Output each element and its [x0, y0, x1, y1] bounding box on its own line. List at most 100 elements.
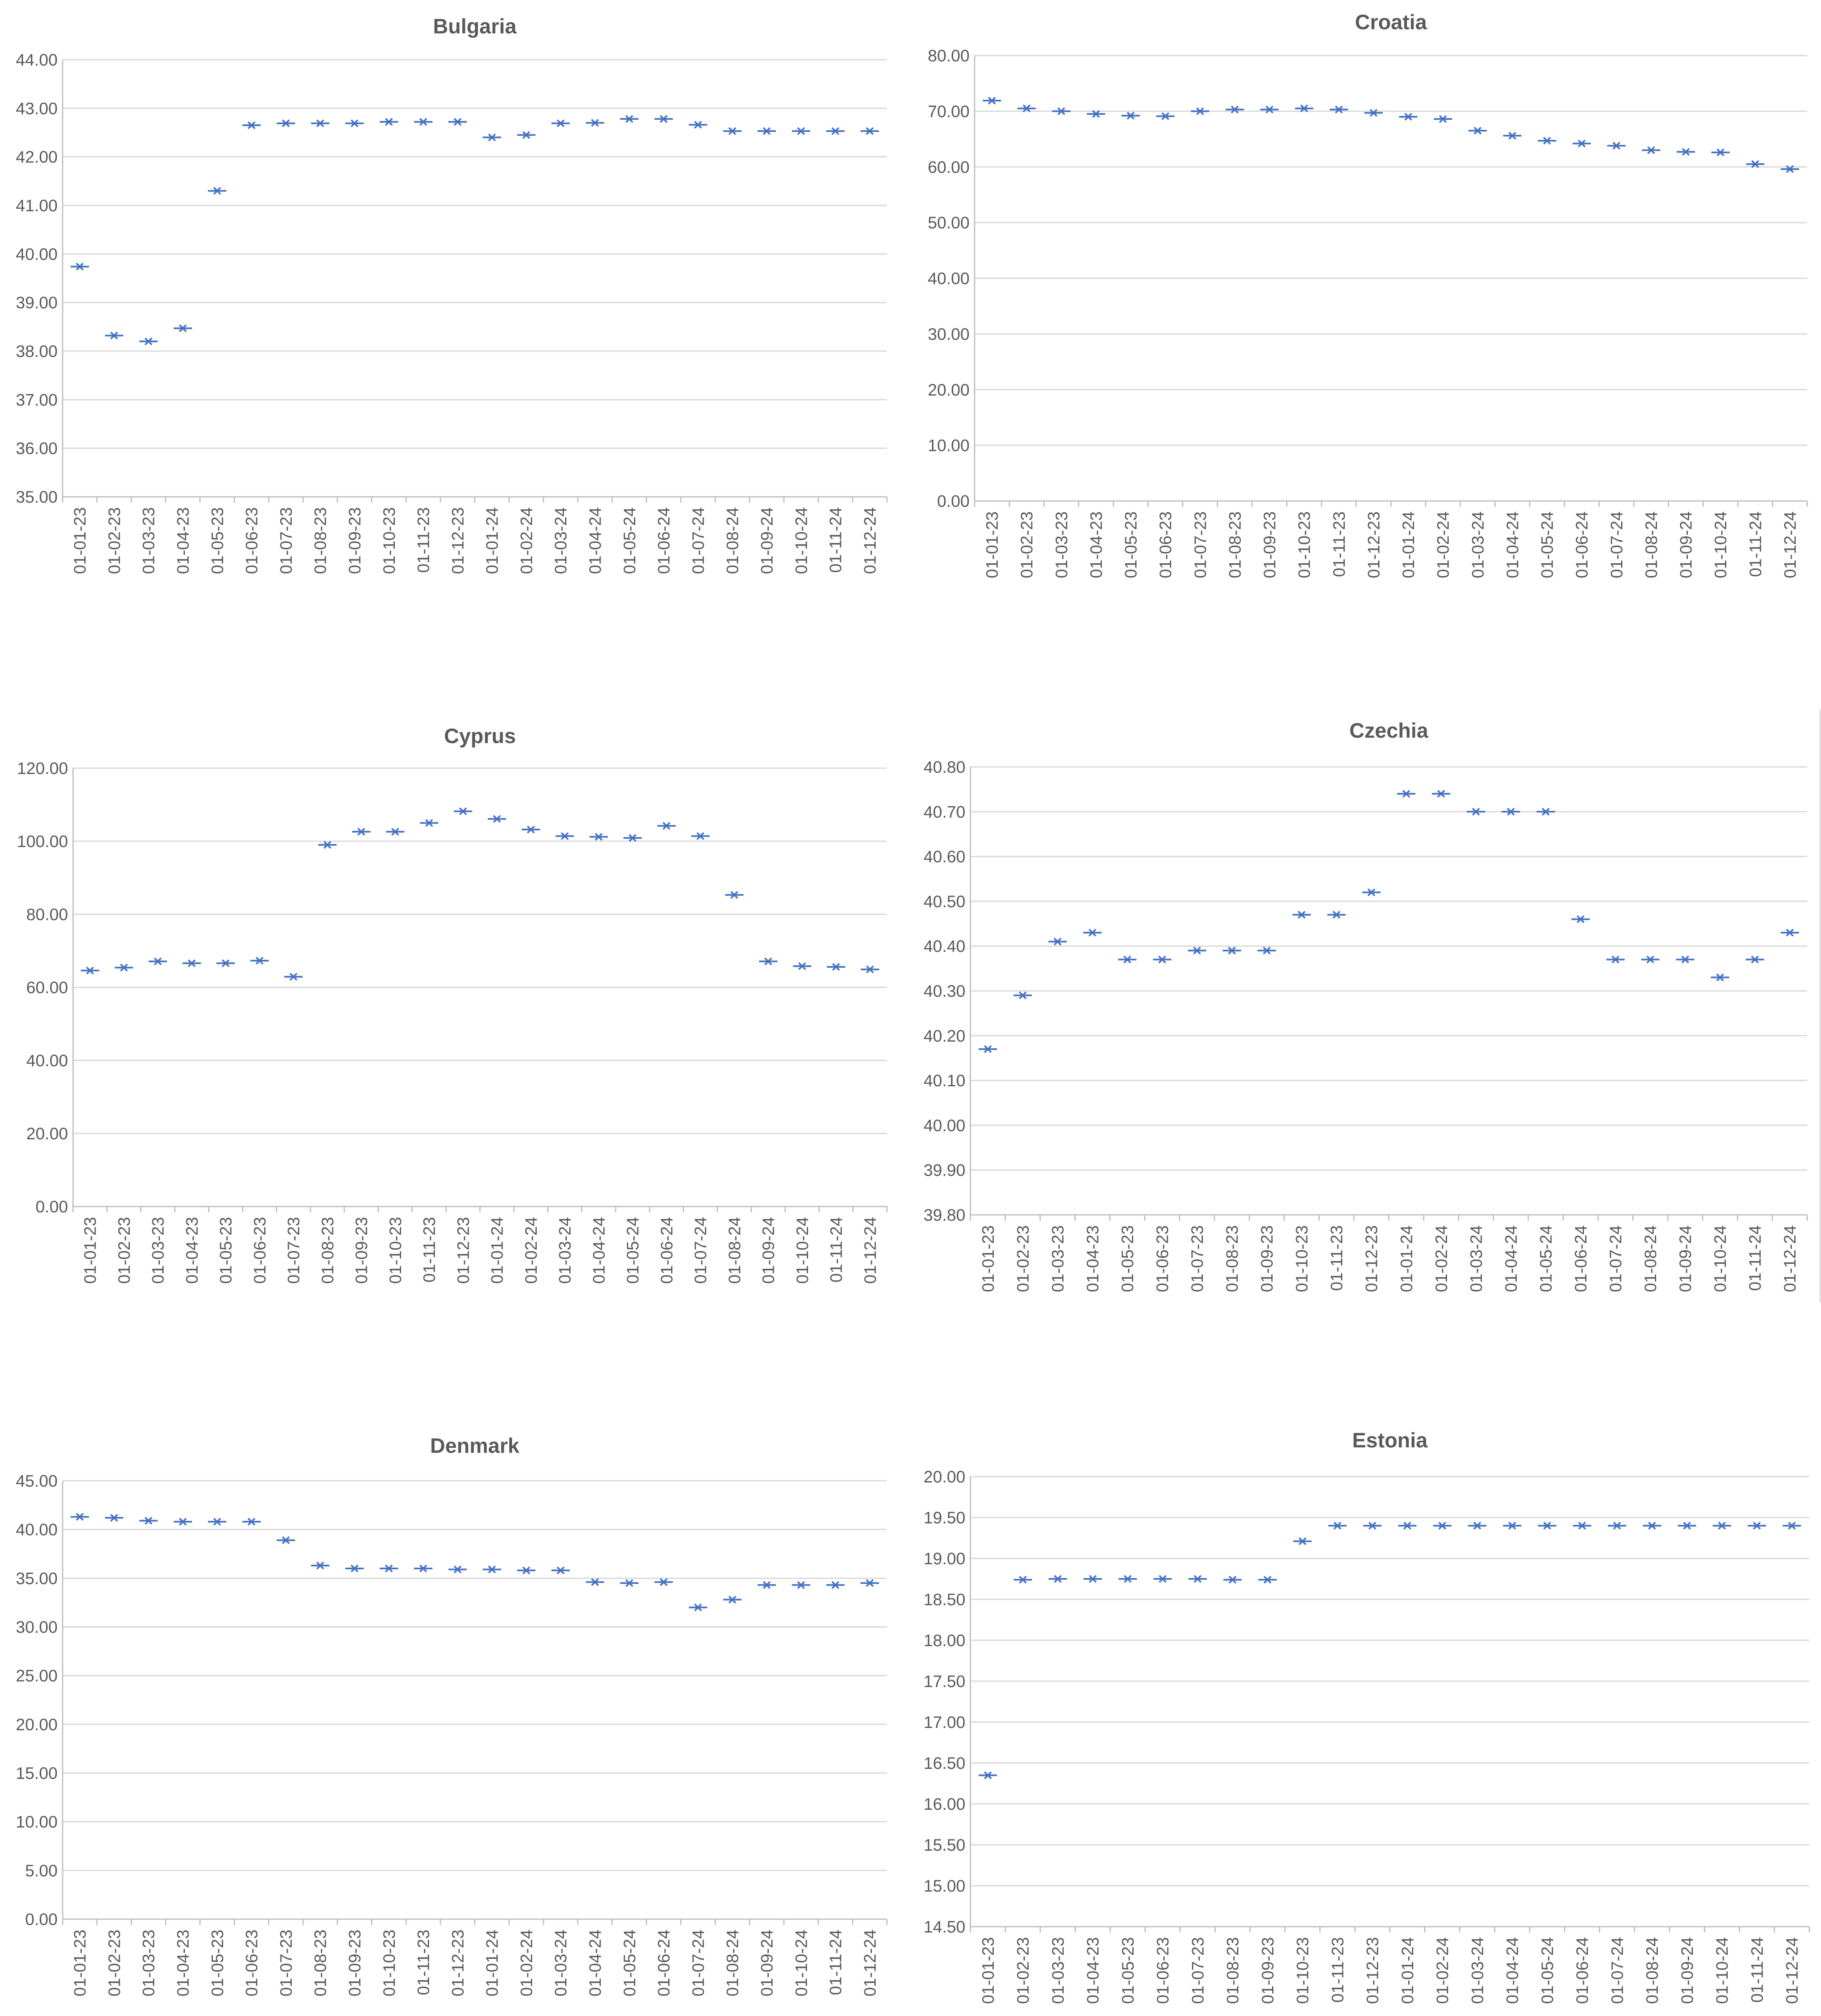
x-tick-label: 01-02-24 [518, 507, 536, 574]
x-tick-label: 01-08-23 [311, 1930, 330, 1996]
y-tick-label: 50.00 [928, 214, 970, 232]
x-tick-label: 01-08-23 [318, 1217, 337, 1284]
data-point [517, 131, 535, 139]
data-point [793, 962, 811, 970]
y-tick-label: 40.60 [924, 848, 965, 866]
data-point [448, 1565, 467, 1573]
data-point [1503, 1522, 1522, 1530]
data-point [276, 1536, 295, 1544]
data-point [1258, 946, 1276, 955]
x-tick-label: 01-10-23 [1296, 511, 1314, 578]
x-tick-label: 01-08-23 [1223, 1225, 1242, 1292]
chart-svg-croatia: Croatia 0.00 10.00 20.00 30.00 40.00 50.00 60.0… [928, 10, 1808, 578]
y-tick-label: 39.00 [16, 294, 58, 312]
data-point [827, 963, 846, 971]
chart-title: Cyprus [444, 724, 516, 748]
data-point [318, 841, 337, 849]
data-point [978, 1045, 997, 1053]
y-tick-label: 14.50 [924, 1918, 965, 1936]
data-point [1468, 126, 1487, 135]
data-point [1293, 1537, 1312, 1546]
x-tick-label: 01-03-23 [1049, 1225, 1067, 1292]
data-point [1223, 1576, 1242, 1584]
y-tick-label: 16.50 [924, 1754, 965, 1773]
data-point [620, 115, 639, 123]
x-tick-label: 01-05-23 [208, 1930, 227, 1996]
data-point [1503, 132, 1522, 140]
x-tick-label: 01-02-23 [105, 1930, 124, 1996]
data-point [379, 1564, 398, 1573]
data-point [174, 1518, 192, 1526]
x-tick-label: 01-12-23 [1364, 1937, 1382, 2004]
x-tick-label: 01-04-23 [1084, 1937, 1102, 2004]
x-tick-label: 01-10-23 [1294, 1937, 1312, 2004]
data-point [1538, 1522, 1556, 1530]
x-tick-label: 01-11-24 [827, 507, 845, 573]
data-point [182, 959, 201, 967]
x-tick-label: 01-05-24 [624, 1217, 642, 1284]
data-point [1188, 1575, 1207, 1583]
data-point [1432, 789, 1450, 798]
x-tick-label: 01-02-24 [1434, 1937, 1452, 2004]
x-tick-label: 01-07-23 [1188, 1225, 1207, 1292]
y-tick-label: 0.00 [937, 492, 970, 511]
x-tick-label: 01-02-23 [105, 507, 124, 574]
x-tick-label: 01-09-24 [758, 1930, 776, 1996]
x-tick-label: 01-02-24 [522, 1217, 540, 1284]
x-tick-label: 01-07-24 [689, 507, 707, 574]
x-tick-label: 01-02-23 [1014, 1225, 1032, 1292]
chart-svg-cyprus: Cyprus 0.00 20.00 40.00 60.00 80.00 100.00 120.… [17, 724, 888, 1284]
x-tick-label: 01-06-24 [1573, 511, 1591, 578]
x-tick-label: 01-11-24 [1746, 1225, 1765, 1291]
x-tick-label: 01-12-24 [861, 507, 879, 574]
x-tick-label: 01-01-24 [1399, 511, 1418, 578]
x-tick-label: 01-02-24 [1434, 511, 1452, 578]
y-tick-label: 41.00 [16, 197, 58, 215]
x-tick-label: 01-10-24 [792, 1930, 811, 1996]
data-point [586, 1578, 604, 1586]
x-tick-label: 01-04-23 [1087, 511, 1106, 578]
data-point [1677, 1522, 1696, 1530]
x-tick-label: 01-12-23 [449, 507, 467, 574]
x-tick-label: 01-12-24 [861, 1930, 879, 1996]
y-tick-label: 10.00 [16, 1813, 58, 1831]
data-point [517, 1566, 535, 1575]
data-point [208, 1518, 227, 1526]
data-point [414, 118, 433, 126]
x-tick-label: 01-09-23 [1258, 1225, 1276, 1292]
y-tick-label: 5.00 [25, 1862, 58, 1880]
x-tick-label: 01-10-23 [380, 1930, 399, 1996]
data-point [1398, 1522, 1417, 1530]
data-point [345, 1564, 364, 1573]
chart-panel-cyprus: Cyprus 0.00 20.00 40.00 60.00 80.00 100.00 120.… [0, 710, 902, 1303]
data-point [139, 1517, 158, 1525]
y-tick-label: 17.00 [924, 1713, 965, 1732]
x-tick-label: 01-03-24 [552, 507, 570, 574]
data-point [1188, 946, 1207, 955]
data-point [521, 825, 540, 834]
data-point [1292, 911, 1311, 919]
x-tick-label: 01-06-24 [1572, 1225, 1590, 1292]
x-tick-label: 01-10-24 [1711, 1225, 1730, 1292]
data-point [1641, 955, 1660, 964]
x-tick-label: 01-10-24 [792, 507, 811, 574]
data-point [1017, 104, 1036, 113]
x-tick-label: 01-05-23 [208, 507, 227, 574]
data-point [105, 331, 124, 340]
data-point [1745, 955, 1764, 964]
x-tick-label: 01-05-24 [621, 1930, 639, 1996]
x-tick-label: 01-08-24 [725, 1217, 744, 1284]
chart-panel-czechia: Czechia 39.80 39.90 40.00 40.10 40.20 40.30 40.… [910, 710, 1821, 1303]
data-point [1260, 105, 1279, 114]
x-tick-label: 01-06-23 [1154, 1937, 1172, 2004]
x-tick-label: 01-10-24 [1713, 1937, 1732, 2004]
data-point [1501, 807, 1520, 816]
data-point [1538, 137, 1556, 145]
x-tick-label: 01-01-23 [979, 1225, 998, 1292]
data-point [1781, 928, 1799, 937]
data-point [623, 834, 642, 842]
chart-svg-bulgaria: Bulgaria 35.00 36.00 37.00 38.00 39.00 40.00 41… [16, 15, 888, 574]
y-tick-label: 70.00 [928, 102, 970, 121]
y-tick-label: 35.00 [16, 1569, 58, 1588]
